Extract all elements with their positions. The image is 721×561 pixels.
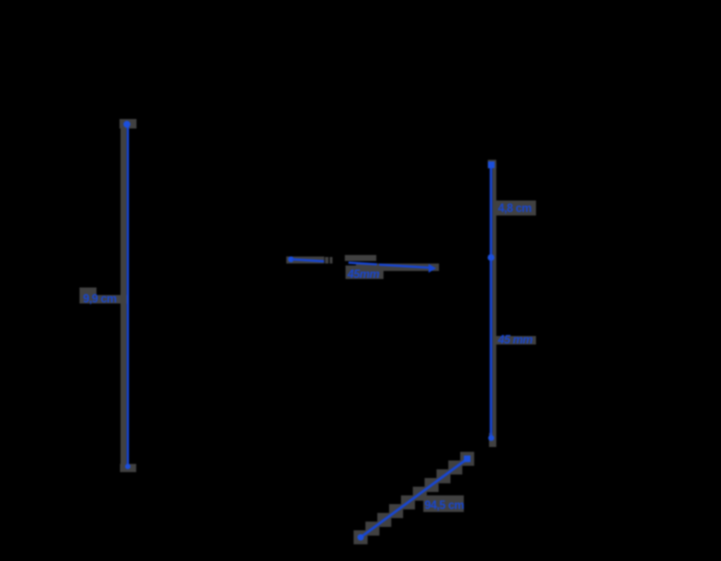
svg-text:45 mm: 45 mm xyxy=(497,335,533,347)
svg-text:9,9 cm: 9,9 cm xyxy=(83,294,117,306)
svg-text:94,5 cm: 94,5 cm xyxy=(425,500,465,512)
svg-text:45mm: 45mm xyxy=(347,269,380,281)
svg-text:4,8 cm: 4,8 cm xyxy=(498,203,532,215)
